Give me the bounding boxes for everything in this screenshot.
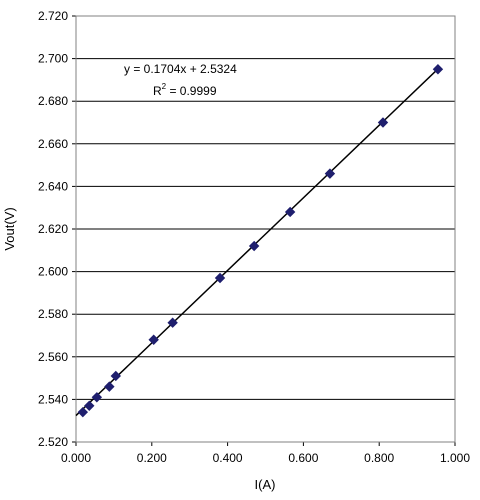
y-tick-label: 2.720 xyxy=(38,9,68,23)
y-tick-label: 2.540 xyxy=(38,392,68,406)
x-tick-label: 0.000 xyxy=(61,451,91,465)
y-tick-label: 2.680 xyxy=(38,94,68,108)
data-point xyxy=(110,370,122,382)
data-point xyxy=(324,168,336,179)
trendline-group xyxy=(75,68,439,417)
plot-border xyxy=(75,15,456,443)
data-point xyxy=(104,381,115,392)
data-points xyxy=(77,64,444,418)
data-point xyxy=(377,117,389,128)
trendline xyxy=(75,68,439,417)
y-tick-label: 2.660 xyxy=(38,137,68,151)
data-point xyxy=(148,334,159,345)
data-point xyxy=(214,272,226,284)
data-point xyxy=(248,240,260,252)
y-axis-title: Vout(V) xyxy=(2,207,17,250)
y-tick-label: 2.620 xyxy=(38,222,68,236)
y-tick-label: 2.640 xyxy=(38,179,68,193)
data-point xyxy=(284,206,296,218)
y-tick-label: 2.560 xyxy=(38,350,68,364)
x-tick-label: 1.000 xyxy=(440,451,470,465)
x-tick-label: 0.800 xyxy=(364,451,394,465)
y-tick-labels: 2.520 2.540 2.560 2.580 2.600 2.620 2.640 2.660… xyxy=(38,9,68,449)
data-point xyxy=(167,317,178,328)
x-tick-labels: 0.000 0.200 0.400 0.600 0.800 1.000 xyxy=(61,451,470,465)
r-squared-label: R2 = 0.9999 xyxy=(153,82,217,98)
r-squared-prefix: R xyxy=(153,84,162,98)
equation-label: y = 0.1704x + 2.5324 xyxy=(124,62,237,76)
y-tick-label: 2.700 xyxy=(38,52,68,66)
x-tick-label: 0.600 xyxy=(288,451,318,465)
r-squared-superscript: 2 xyxy=(162,82,167,91)
data-point xyxy=(91,392,103,403)
r-squared-value: = 0.9999 xyxy=(166,84,217,98)
x-axis-title: I(A) xyxy=(255,477,276,492)
data-point xyxy=(84,400,95,411)
x-tick-label: 0.400 xyxy=(213,451,243,465)
y-tick-label: 2.600 xyxy=(38,265,68,279)
data-point xyxy=(432,64,444,75)
data-point xyxy=(77,406,89,418)
y-tick-label: 2.520 xyxy=(38,435,68,449)
x-tick-label: 0.200 xyxy=(137,451,167,465)
y-tick-label: 2.580 xyxy=(38,307,68,321)
